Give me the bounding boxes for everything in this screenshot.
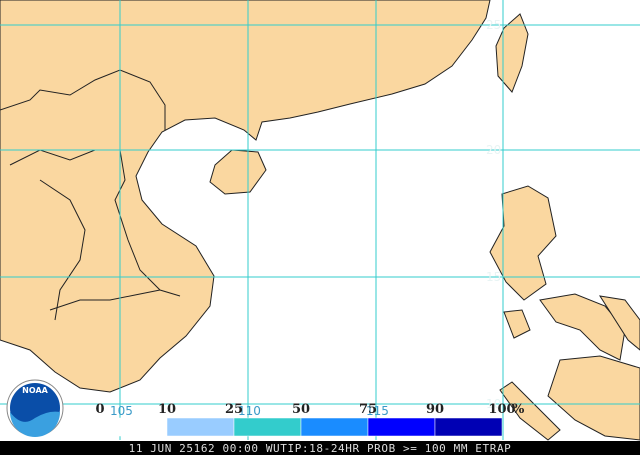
mindoro — [503, 309, 531, 339]
land — [0, 0, 640, 441]
samar — [598, 295, 640, 351]
legend-tick-label: 50 — [292, 402, 310, 417]
legend-swatch — [166, 417, 235, 437]
legend-swatch — [434, 417, 503, 437]
legend-swatch — [367, 417, 436, 437]
noaa-logo: NOAA — [6, 379, 64, 437]
legend-tick-label: 0 — [95, 402, 104, 417]
lon-label: 105 — [110, 404, 133, 418]
legend-tick-label: 100 — [488, 402, 515, 417]
legend-swatch — [300, 417, 369, 437]
lon-label: 115 — [366, 404, 389, 418]
logo-text: NOAA — [22, 386, 48, 395]
lat-label: 25 — [486, 18, 501, 32]
mainland — [0, 0, 491, 393]
graticule — [0, 0, 640, 440]
visayas — [539, 293, 626, 361]
palawan — [499, 381, 561, 441]
luzon — [489, 185, 557, 301]
graticule-labels: 25 20 15 10 105 110 115 — [110, 18, 501, 418]
caption-bar — [0, 441, 640, 455]
legend-tick-label: 75 — [359, 402, 377, 417]
lon-label: 110 — [238, 404, 261, 418]
legend: 0 10 25 50 75 90 100% — [95, 402, 525, 437]
lat-label: 10 — [486, 397, 501, 411]
taiwan — [495, 13, 529, 93]
legend-swatch — [99, 417, 168, 437]
legend-unit: % — [512, 402, 525, 417]
legend-tick-label: 90 — [426, 402, 444, 417]
lat-label: 20 — [486, 143, 501, 157]
mindanao — [547, 355, 640, 441]
legend-swatch — [233, 417, 302, 437]
logo-wave — [10, 411, 60, 437]
lat-label: 15 — [486, 270, 501, 284]
legend-tick-label: 25 — [225, 402, 243, 417]
caption: 11 JUN 25162 00:00 WUTIP:18-24HR PROB >=… — [129, 442, 512, 455]
legend-tick-label: 10 — [158, 402, 176, 417]
